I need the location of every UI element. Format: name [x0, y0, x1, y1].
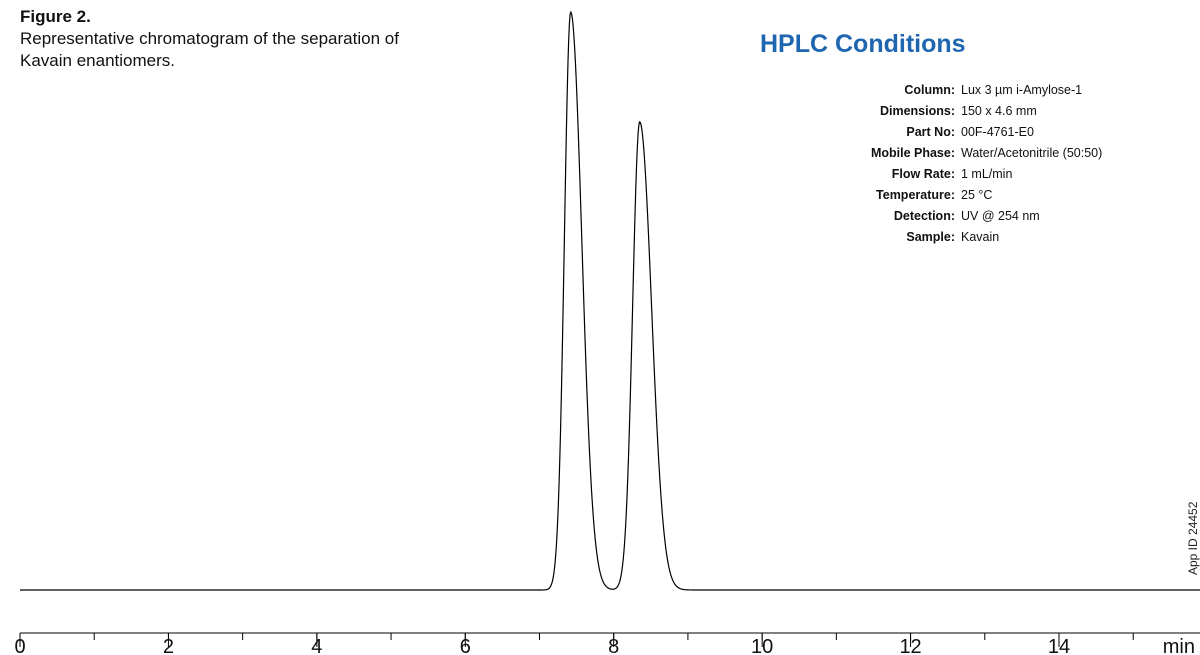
condition-key: Flow Rate: — [891, 167, 955, 181]
condition-value: 150 x 4.6 mm — [961, 104, 1037, 118]
condition-value: Water/Acetonitrile (50:50) — [961, 146, 1103, 160]
condition-row: Temperature: 25 °C — [760, 185, 1180, 206]
x-tick-label: 0 — [14, 636, 25, 655]
chromatogram-trace — [20, 10, 1200, 591]
x-tick-label: 12 — [899, 636, 921, 655]
condition-row: Mobile Phase: Water/Acetonitrile (50:50) — [760, 143, 1180, 164]
x-tick-label: 2 — [163, 636, 174, 655]
condition-row: Sample: Kavain — [760, 227, 1180, 248]
hplc-conditions-table: Column: Lux 3 µm i-Amylose-1 Dimensions: 15… — [760, 80, 1180, 248]
condition-row: Detection: UV @ 254 nm — [760, 206, 1180, 227]
figure-description: Representative chromatogram of the separ… — [20, 29, 399, 70]
condition-value: UV @ 254 nm — [961, 209, 1040, 223]
condition-value: 1 mL/min — [961, 167, 1013, 181]
x-tick-label: 14 — [1048, 636, 1070, 655]
condition-value: 25 °C — [961, 188, 993, 202]
condition-row: Flow Rate: 1 mL/min — [760, 164, 1180, 185]
x-tick-label: 8 — [608, 636, 619, 655]
figure-label: Figure 2. — [20, 7, 91, 26]
condition-key: Dimensions: — [879, 104, 955, 118]
x-tick-label: 4 — [311, 636, 322, 655]
condition-key: Column: — [904, 83, 955, 97]
hplc-conditions-title: HPLC Conditions — [760, 30, 966, 58]
condition-row: Part No: 00F-4761-E0 — [760, 122, 1180, 143]
hplc-conditions-panel: HPLC Conditions Column: Lux 3 µm i-Amylos… — [760, 30, 1102, 244]
x-tick-label: 10 — [751, 636, 773, 655]
condition-key: Detection: — [893, 209, 955, 223]
x-axis-label: min — [1163, 636, 1195, 655]
figure-caption: Figure 2. Representative chromatogram of… — [20, 6, 420, 72]
condition-value: Lux 3 µm i-Amylose-1 — [961, 83, 1083, 97]
condition-key: Sample: — [906, 230, 955, 244]
condition-key: Part No: — [906, 125, 955, 139]
condition-key: Mobile Phase: — [870, 146, 955, 160]
x-tick-label: 6 — [460, 636, 471, 655]
condition-value: Kavain — [961, 230, 1000, 244]
condition-row: Dimensions: 150 x 4.6 mm — [760, 101, 1180, 122]
condition-row: Column: Lux 3 µm i-Amylose-1 — [760, 80, 1180, 101]
condition-key: Temperature: — [876, 188, 955, 202]
condition-value: 00F-4761-E0 — [961, 125, 1034, 139]
